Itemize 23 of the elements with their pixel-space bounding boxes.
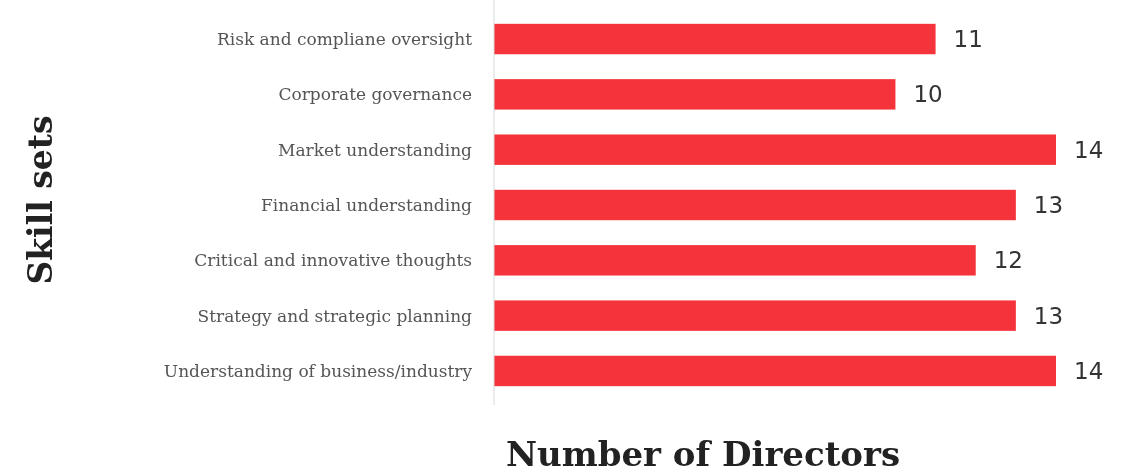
bar bbox=[494, 189, 1016, 221]
y-tick-label: Understanding of business/industry bbox=[163, 360, 473, 381]
x-axis-title: Number of Directors bbox=[505, 434, 901, 472]
y-tick-label: Market understanding bbox=[277, 139, 473, 160]
data-label: 10 bbox=[913, 81, 943, 108]
y-tick-label: Financial understanding bbox=[261, 194, 473, 215]
y-axis-title: Skill sets bbox=[21, 115, 60, 285]
data-label: 13 bbox=[1033, 192, 1064, 219]
bar bbox=[494, 23, 936, 55]
bar bbox=[494, 355, 1056, 387]
y-tick-label: Critical and innovative thoughts bbox=[194, 250, 472, 271]
bar bbox=[494, 134, 1056, 165]
data-label: 13 bbox=[1033, 302, 1064, 329]
data-label: 11 bbox=[953, 26, 983, 53]
bar bbox=[494, 300, 1016, 331]
y-tick-label: Risk and compliane oversight bbox=[216, 28, 473, 49]
bar bbox=[494, 245, 976, 276]
y-tick-label: Corporate governance bbox=[278, 84, 472, 105]
data-label: 12 bbox=[993, 247, 1023, 274]
data-label: 14 bbox=[1074, 358, 1104, 385]
data-label: 14 bbox=[1074, 136, 1104, 163]
bar bbox=[494, 79, 896, 110]
y-tick-label: Strategy and strategic planning bbox=[197, 305, 473, 326]
